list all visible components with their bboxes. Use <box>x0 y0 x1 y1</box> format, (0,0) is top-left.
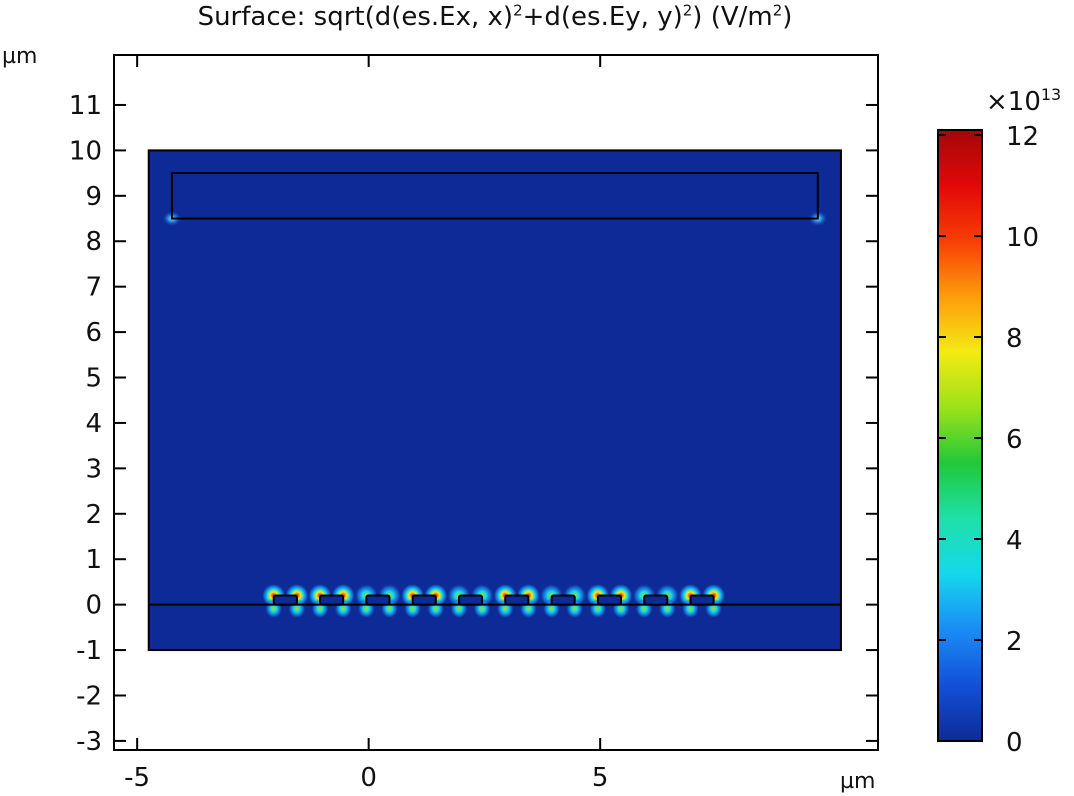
y-tick-label: 2 <box>85 500 102 530</box>
y-tick-label: 1 <box>85 545 102 575</box>
colorbar-tick-label: 0 <box>1006 728 1023 758</box>
colorbar-multiplier: ×1013 <box>986 85 1061 117</box>
finger-electrode <box>272 594 298 606</box>
colorbar-tick-label: 8 <box>1006 324 1023 354</box>
title-text: Surface: sqrt(d(es.Ex, x) <box>197 2 514 32</box>
colorbar-tick-label: 4 <box>1006 526 1023 556</box>
y-tick-label: -3 <box>76 727 102 757</box>
colorbar <box>937 129 983 742</box>
finger-electrode <box>457 594 484 606</box>
colorbar-tick-label: 10 <box>1006 223 1039 253</box>
x-unit-label: µm <box>840 769 875 794</box>
finger-electrode <box>596 594 623 606</box>
y-tick-label: 11 <box>69 91 102 121</box>
colorbar-tick-label: 2 <box>1006 627 1023 657</box>
y-tick-label: 0 <box>85 591 102 621</box>
x-tick-label: 5 <box>592 763 609 793</box>
title-text: ) <box>782 2 793 32</box>
axes-frame <box>113 54 879 751</box>
y-tick-label: -1 <box>76 636 102 666</box>
y-tick-label: 8 <box>85 227 102 257</box>
colorbar-multiplier-base: ×10 <box>986 87 1041 117</box>
y-tick-label: 10 <box>69 136 102 166</box>
y-unit-label: µm <box>2 44 37 69</box>
chart-title: Surface: sqrt(d(es.Ex, x)2+d(es.Ey, y)2)… <box>0 2 990 32</box>
x-tick-label: 0 <box>360 763 377 793</box>
y-tick-label: 7 <box>85 273 102 303</box>
title-text: +d(es.Ey, y) <box>522 2 683 32</box>
finger-electrode <box>550 594 576 606</box>
finger-electrode <box>643 594 669 606</box>
finger-electrode <box>319 594 345 606</box>
y-tick-label: 3 <box>85 454 102 484</box>
colorbar-multiplier-exponent: 13 <box>1041 85 1061 104</box>
field-background <box>148 150 841 651</box>
title-exponent: 2 <box>513 1 523 20</box>
title-exponent: 2 <box>772 1 783 20</box>
domain-outline <box>147 149 842 652</box>
y-tick-label: 6 <box>85 318 102 348</box>
colorbar-tick-label: 12 <box>1006 122 1039 152</box>
finger-electrode <box>411 594 437 606</box>
colorbar-tick-label: 6 <box>1006 425 1023 455</box>
finger-electrode <box>689 594 715 606</box>
y-tick-label: -2 <box>76 681 102 711</box>
title-exponent: 2 <box>682 1 693 20</box>
finger-electrode <box>365 594 391 606</box>
y-tick-label: 5 <box>85 364 102 394</box>
title-text: ) (V/m <box>692 2 773 32</box>
finger-electrode <box>504 594 530 606</box>
top-electrode <box>170 172 819 220</box>
x-tick-label: -5 <box>124 763 150 793</box>
y-tick-label: 4 <box>85 409 102 439</box>
y-tick-label: 9 <box>85 182 102 212</box>
